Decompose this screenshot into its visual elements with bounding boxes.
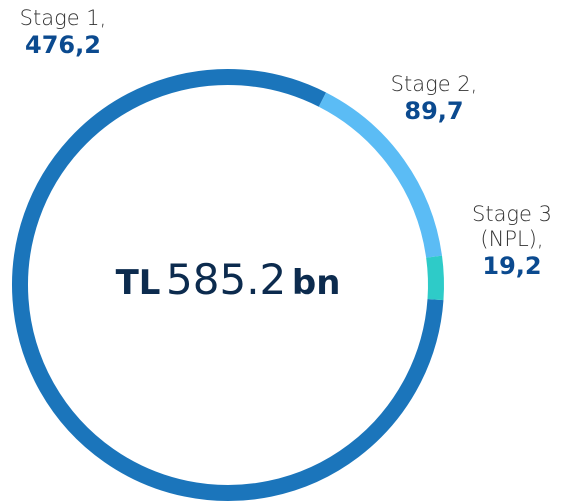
value-label: 89,7 [404,97,464,126]
category-label: Stage 1, [19,6,107,30]
value-label: 476,2 [25,31,101,60]
value-label: 19,2 [482,252,542,281]
segment-label: Stage 2, 89,7 [378,72,490,126]
total-suffix: bn [291,263,341,303]
segment-label: Stage 3 (NPL), 19,2 [462,202,562,281]
segment-label: Stage 1, 476,2 [8,6,118,60]
total-prefix: TL [115,263,161,303]
donut-segment [318,92,442,258]
donut-segment [12,69,444,501]
total: 585.2 [166,255,287,304]
category-label: Stage 2, [390,72,478,96]
category-label: Stage 3 (NPL), [472,202,552,252]
center-label: TL 585.2 bn [28,255,428,304]
donut-segment [426,255,444,301]
